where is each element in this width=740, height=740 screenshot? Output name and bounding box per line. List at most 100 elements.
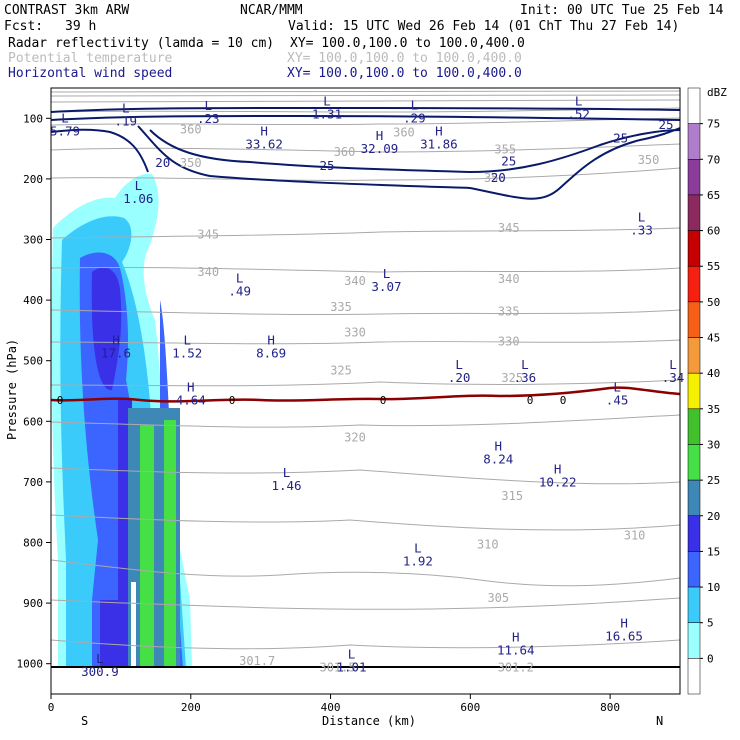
extremum-type: L [383,266,391,281]
theta-label: 330 [344,325,366,339]
colorbar-swatch [687,444,701,481]
extremum-value: 8.24 [483,452,513,467]
extremum-type: H [512,630,520,645]
field-name-wind: Horizontal wind speed [8,66,172,81]
colorbar-label: 0 [707,652,714,665]
colorbar-swatch [687,194,701,231]
theta-label: 340 [344,274,366,288]
theta-contour-350 [50,167,681,181]
extremum-value: .49 [228,283,251,298]
extremum-value: 31.86 [420,137,458,152]
extremum-value: 10.22 [539,475,577,490]
x-tick-label: 400 [321,701,341,714]
x-axis: 0 200 400 600 800 [48,694,620,714]
colorbar-label: 40 [707,367,720,380]
theta-label: 340 [498,272,520,286]
extremum-value: 4.64 [176,392,206,407]
theta-label: 360 [180,122,202,136]
theta-label: 301.5 [319,661,355,675]
colorbar-swatch [687,230,701,267]
colorbar-label: 30 [707,438,720,451]
wind-contour-25-main [149,129,681,174]
extremum-value: .45 [606,392,629,407]
y-tick-label: 700 [23,476,43,489]
y-tick-label: 1000 [17,658,44,671]
wind-contour-label: 25 [501,154,516,169]
extremum-type: L [61,110,69,125]
wind-contours [50,107,681,200]
extremum-value: 1.06 [123,191,153,206]
wind-contour-label: 25 [320,158,335,173]
theta-contour-upper3 [50,90,681,93]
theta-label: 350 [638,153,660,167]
reflectivity-gap [131,582,136,668]
colorbar-label: 50 [707,296,720,309]
extremum-type: L [348,647,356,662]
model-title: CONTRAST 3km ARW [4,3,129,18]
reflectivity-field [51,173,193,669]
extremum-type: L [184,333,192,348]
extremum-type: H [187,379,195,394]
field-xy-reflectivity: XY= 100.0,100.0 to 100.0,400.0 [290,36,525,51]
colorbar-swatch [687,658,701,695]
colorbar-swatch [687,159,701,196]
extremum-value: 300.9 [81,664,119,679]
extremum-type: L [236,270,244,285]
colorbar-label: 10 [707,581,720,594]
colorbar-swatch [687,301,701,338]
reflectivity-20dbz-col-a [100,600,122,668]
colorbar-label: 15 [707,545,720,558]
theta-labels: 301.7 301.5 301.2 305 310 310 315 320 325 325 330 3… [180,122,659,674]
extremum-type: H [435,124,443,139]
colorbar-swatch [687,87,701,124]
colorbar-swatch [687,515,701,552]
extremum-value: .36 [514,370,537,385]
colorbar-label: 35 [707,403,720,416]
extremum-type: L [638,210,646,225]
extremum-value: .33 [630,223,653,238]
theta-label: 325 [501,371,523,385]
y-tick-label: 800 [23,537,43,550]
colorbar-swatch [687,408,701,445]
colorbar: 0 5 10 15 20 25 30 35 40 45 50 55 60 65 70 75 [687,87,720,695]
extremum-type: L [575,93,583,108]
colorbar-swatch [687,479,701,517]
colorbar-label: 60 [707,225,720,238]
header: CONTRAST 3km ARW NCAR/MMM Init: 00 UTC T… [4,3,724,81]
theta-label: 305 [487,591,509,605]
colorbar-label: 5 [707,617,714,630]
theta-label: 360 [334,145,356,159]
theta-contour-305 [50,559,681,587]
extremum-type: L [96,651,104,666]
theta-label: 325 [330,364,352,378]
theta-label: 330 [498,335,520,349]
x-tick-label: 600 [460,701,480,714]
freezing-level-label: 0 [380,394,387,407]
freezing-level-labels: 0 0 0 0 0 [57,394,567,407]
extremum-value: 3.07 [371,279,401,294]
theta-contour-360a [50,117,681,126]
wind-extrema: L.19L.23L1.31L.29L.52H33.62H32.09H31.86L… [50,93,684,679]
extremum-type: L [669,357,677,372]
x-axis-south-label: S [81,714,88,728]
theta-label: 355 [494,142,516,156]
y-tick-label: 100 [23,112,43,125]
extremum-type: L [323,93,331,108]
theta-label: 310 [624,528,646,542]
extremum-value: 1.52 [172,346,202,361]
org-label: NCAR/MMM [240,3,303,18]
theta-label: 320 [344,430,366,444]
extremum-value: 16.65 [605,629,643,644]
extremum-value: 11.64 [497,643,535,658]
theta-label: 350 [180,156,202,170]
theta-label: 315 [501,489,523,503]
colorbar-swatch [687,123,701,160]
y-tick-label: 200 [23,173,43,186]
freezing-level-label: 0 [560,394,567,407]
colorbar-swatch [687,622,701,659]
theta-contour-300 [50,597,681,610]
extremum-type: L [135,178,143,193]
colorbar-swatch [687,586,701,623]
x-tick-label: 200 [181,701,201,714]
